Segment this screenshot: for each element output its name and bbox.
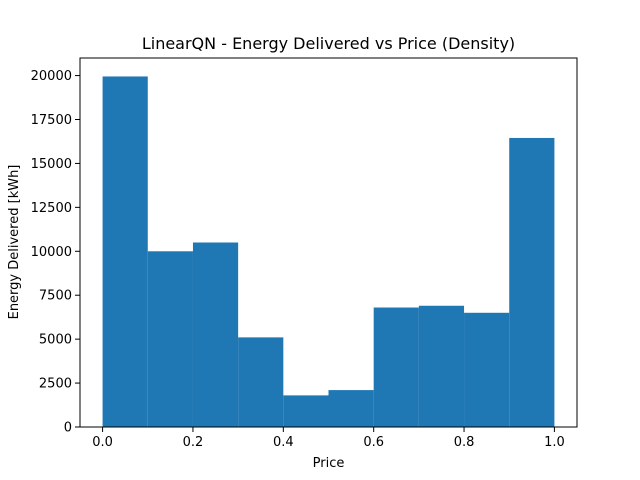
x-tick-label: 0.2 (183, 435, 204, 450)
x-tick-label: 0.8 (454, 435, 475, 450)
histogram-bar (192, 242, 239, 427)
x-tick-label: 0.0 (92, 435, 113, 450)
histogram-bar (283, 395, 329, 427)
y-tick-label: 5000 (39, 333, 72, 348)
histogram-bar (373, 307, 419, 427)
y-tick-label: 2500 (39, 377, 72, 392)
x-axis-ticks: 0.0 0.2 0.4 0.6 0.8 1.0 (92, 427, 565, 450)
y-tick-label: 7500 (39, 289, 72, 304)
x-tick-label: 1.0 (544, 435, 565, 450)
y-tick-label: 20000 (31, 69, 72, 84)
chart-title: LinearQN - Energy Delivered vs Price (De… (142, 34, 515, 53)
y-tick-label: 17500 (31, 113, 72, 128)
y-axis-label: Energy Delivered [kWh] (7, 165, 22, 320)
x-tick-label: 0.4 (273, 435, 294, 450)
y-tick-label: 12500 (31, 201, 72, 216)
y-tick-label: 15000 (31, 157, 72, 172)
histogram-bar (509, 137, 555, 427)
x-tick-label: 0.6 (363, 435, 384, 450)
histogram-bar (102, 76, 148, 427)
histogram-bar (328, 390, 374, 427)
histogram-bar (238, 337, 284, 427)
histogram-bar (147, 251, 193, 427)
histogram-bar (418, 305, 465, 427)
y-tick-label: 0 (64, 421, 72, 436)
y-axis-ticks: 0 2500 5000 7500 10000 12500 15000 17500 20000 (31, 69, 80, 436)
histogram-bar (464, 312, 510, 427)
plot-frame (79, 57, 578, 428)
y-tick-label: 10000 (31, 245, 72, 260)
x-axis-label: Price (313, 456, 345, 471)
bars-group (102, 76, 555, 427)
